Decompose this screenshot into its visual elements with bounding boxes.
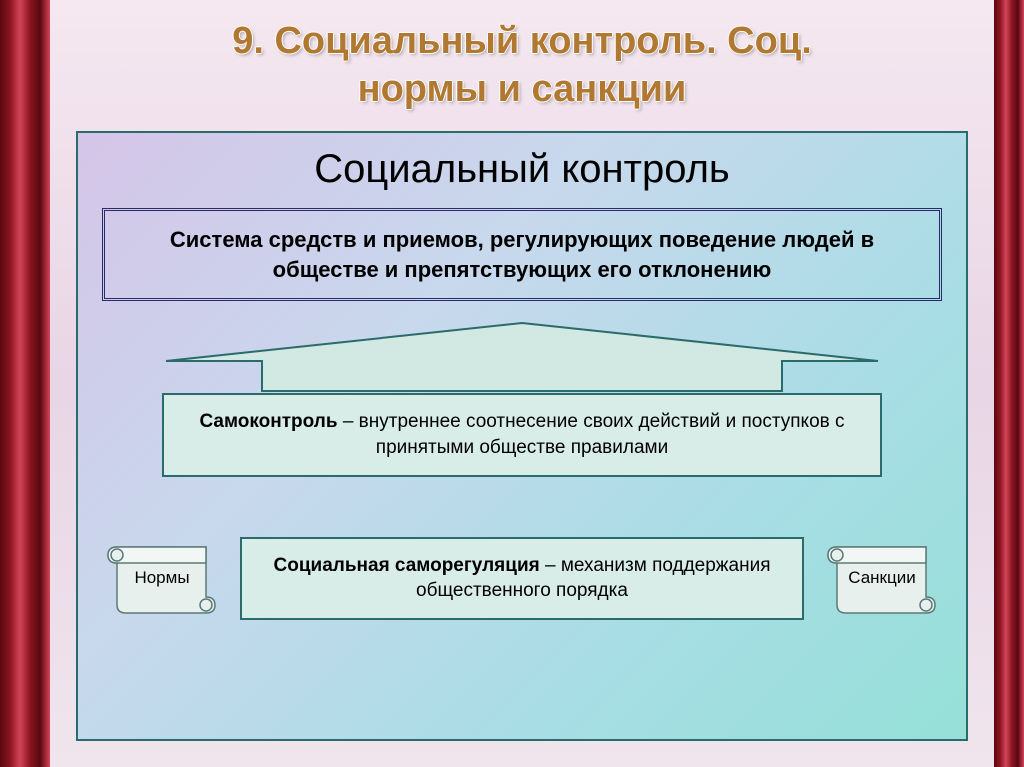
scroll-right-label: Санкции xyxy=(822,568,942,588)
slide-title: 9. Социальный контроль. Соц. нормы и сан… xyxy=(50,0,994,123)
curtain-right xyxy=(994,0,1024,767)
soc-reg-box: Социальная саморегуляция – механизм подд… xyxy=(240,537,804,620)
scroll-left-label: Нормы xyxy=(102,568,222,588)
definition-box: Система средств и приемов, регулирующих … xyxy=(102,208,942,301)
diagram-title: Социальный контроль xyxy=(102,147,942,192)
diagram-frame: Социальный контроль Система средств и пр… xyxy=(76,131,968,741)
samokontrol-label: Самоконтроль xyxy=(199,411,337,432)
scroll-left: Нормы xyxy=(102,539,222,617)
scroll-right: Санкции xyxy=(822,539,942,617)
soc-reg-label: Социальная саморегуляция xyxy=(274,555,540,576)
slide-body: 9. Социальный контроль. Соц. нормы и сан… xyxy=(50,0,994,767)
bottom-row: Нормы Социальная саморегуляция – механиз… xyxy=(102,537,942,620)
title-line-2: нормы и санкции xyxy=(358,68,687,110)
samokontrol-text: – внутреннее соотнесение своих действий … xyxy=(338,411,845,458)
up-arrow xyxy=(162,321,882,393)
curtain-left xyxy=(0,0,50,767)
title-line-1: 9. Социальный контроль. Соц. xyxy=(232,20,812,62)
samokontrol-box: Самоконтроль – внутреннее соотнесение св… xyxy=(162,393,882,476)
